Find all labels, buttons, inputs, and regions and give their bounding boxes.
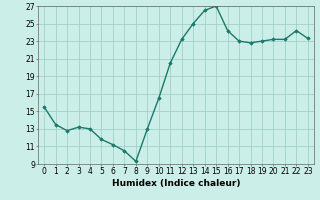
X-axis label: Humidex (Indice chaleur): Humidex (Indice chaleur)	[112, 179, 240, 188]
